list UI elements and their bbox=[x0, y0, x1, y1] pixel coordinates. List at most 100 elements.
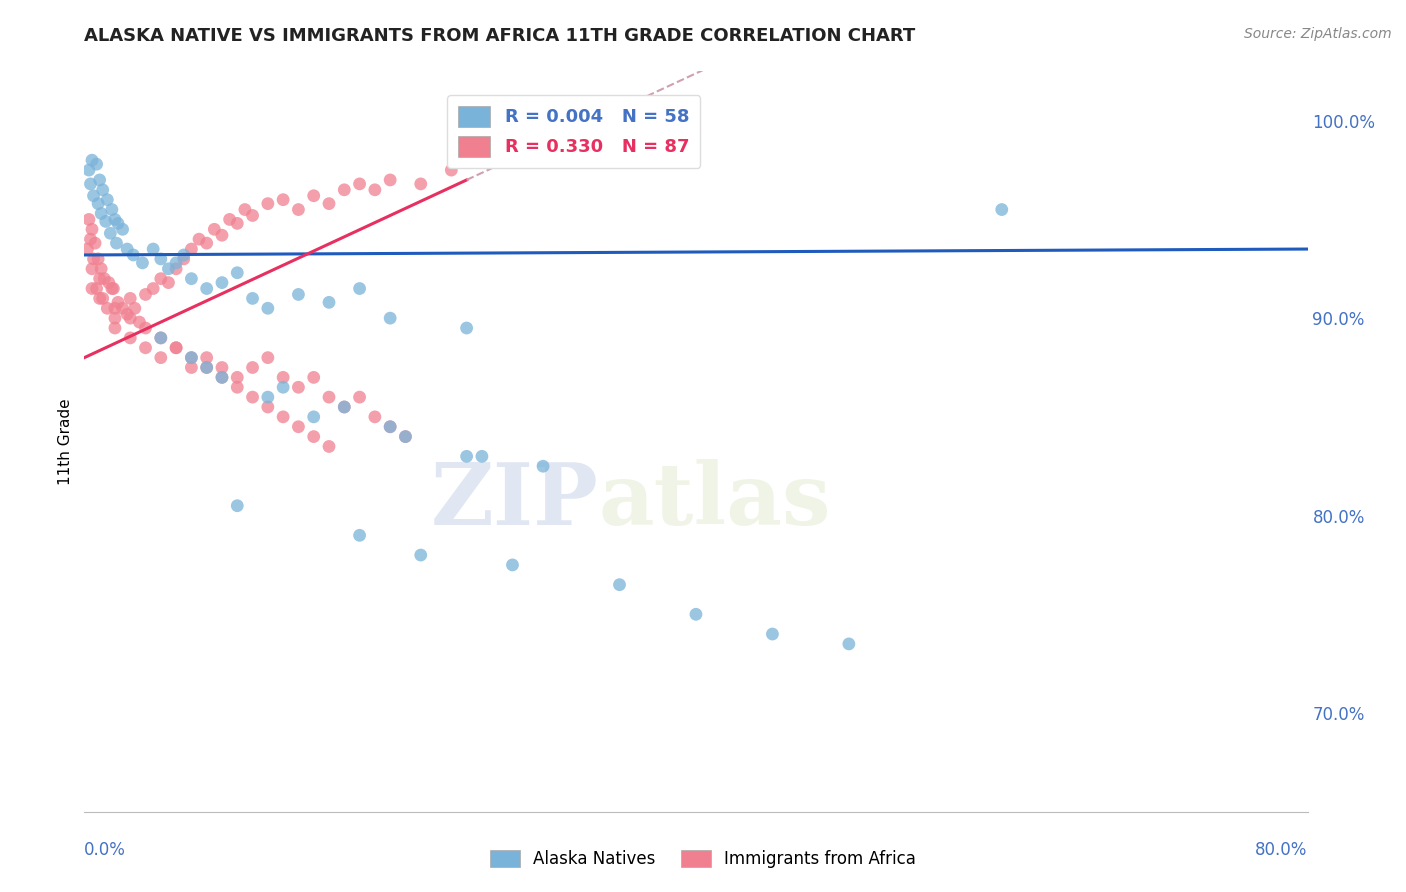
Point bbox=[195, 281, 218, 295]
Point bbox=[394, 429, 416, 443]
Point bbox=[318, 295, 340, 310]
Point bbox=[180, 242, 202, 256]
Point bbox=[287, 202, 309, 217]
Point bbox=[380, 419, 402, 434]
Point bbox=[107, 216, 129, 230]
Point bbox=[394, 429, 416, 443]
Point bbox=[111, 301, 134, 316]
Point bbox=[287, 287, 309, 301]
Point bbox=[86, 281, 108, 295]
Point bbox=[440, 163, 463, 178]
Point bbox=[195, 360, 218, 375]
Point bbox=[271, 370, 294, 384]
Point bbox=[94, 214, 117, 228]
Point bbox=[302, 370, 325, 384]
Point bbox=[89, 173, 111, 187]
Point bbox=[87, 196, 110, 211]
Point bbox=[98, 226, 121, 240]
Point bbox=[180, 351, 202, 365]
Y-axis label: 11th Grade: 11th Grade bbox=[58, 398, 73, 485]
Point bbox=[80, 261, 103, 276]
Point bbox=[271, 193, 294, 207]
Point bbox=[86, 157, 108, 171]
Point bbox=[685, 607, 707, 622]
Point bbox=[79, 177, 101, 191]
Point bbox=[103, 281, 125, 295]
Point bbox=[107, 295, 129, 310]
Point bbox=[257, 196, 280, 211]
Point bbox=[195, 360, 218, 375]
Point bbox=[157, 276, 180, 290]
Point bbox=[84, 236, 107, 251]
Point bbox=[349, 390, 371, 404]
Point bbox=[211, 276, 233, 290]
Point bbox=[77, 163, 100, 178]
Point bbox=[195, 351, 218, 365]
Point bbox=[135, 321, 157, 335]
Point bbox=[318, 440, 340, 454]
Text: ZIP: ZIP bbox=[430, 458, 598, 542]
Point bbox=[188, 232, 211, 246]
Point bbox=[838, 637, 860, 651]
Point bbox=[180, 360, 202, 375]
Point bbox=[101, 202, 124, 217]
Point bbox=[364, 183, 387, 197]
Point bbox=[105, 236, 128, 251]
Point bbox=[226, 216, 249, 230]
Point bbox=[124, 301, 146, 316]
Point bbox=[226, 380, 249, 394]
Point bbox=[149, 252, 172, 266]
Point bbox=[257, 301, 280, 316]
Point bbox=[90, 206, 112, 220]
Point bbox=[104, 311, 127, 326]
Point bbox=[333, 400, 356, 414]
Point bbox=[409, 177, 432, 191]
Point bbox=[333, 400, 356, 414]
Point bbox=[111, 222, 134, 236]
Point bbox=[349, 177, 371, 191]
Point bbox=[287, 419, 309, 434]
Point bbox=[104, 301, 127, 316]
Point bbox=[380, 311, 402, 326]
Point bbox=[471, 450, 494, 464]
Point bbox=[149, 331, 172, 345]
Point bbox=[257, 351, 280, 365]
Point bbox=[173, 248, 195, 262]
Point bbox=[89, 271, 111, 285]
Point bbox=[104, 212, 127, 227]
Point bbox=[135, 341, 157, 355]
Point bbox=[456, 321, 478, 335]
Point bbox=[120, 331, 142, 345]
Point bbox=[79, 232, 101, 246]
Point bbox=[131, 256, 153, 270]
Point bbox=[364, 409, 387, 424]
Point bbox=[233, 202, 256, 217]
Point bbox=[302, 429, 325, 443]
Point bbox=[318, 196, 340, 211]
Point bbox=[104, 321, 127, 335]
Point bbox=[302, 188, 325, 202]
Point bbox=[120, 311, 142, 326]
Point bbox=[226, 266, 249, 280]
Point bbox=[149, 331, 172, 345]
Point bbox=[165, 256, 187, 270]
Point bbox=[226, 370, 249, 384]
Point bbox=[531, 459, 554, 474]
Point bbox=[318, 390, 340, 404]
Point bbox=[271, 409, 294, 424]
Point bbox=[271, 380, 294, 394]
Point bbox=[149, 351, 172, 365]
Point bbox=[87, 252, 110, 266]
Legend: R = 0.004   N = 58, R = 0.330   N = 87: R = 0.004 N = 58, R = 0.330 N = 87 bbox=[447, 95, 700, 168]
Point bbox=[76, 242, 98, 256]
Point bbox=[122, 248, 145, 262]
Point bbox=[83, 252, 105, 266]
Point bbox=[165, 261, 187, 276]
Point bbox=[380, 173, 402, 187]
Point bbox=[120, 292, 142, 306]
Point bbox=[83, 188, 105, 202]
Point bbox=[115, 242, 138, 256]
Text: 80.0%: 80.0% bbox=[1256, 841, 1308, 859]
Point bbox=[242, 390, 264, 404]
Point bbox=[380, 419, 402, 434]
